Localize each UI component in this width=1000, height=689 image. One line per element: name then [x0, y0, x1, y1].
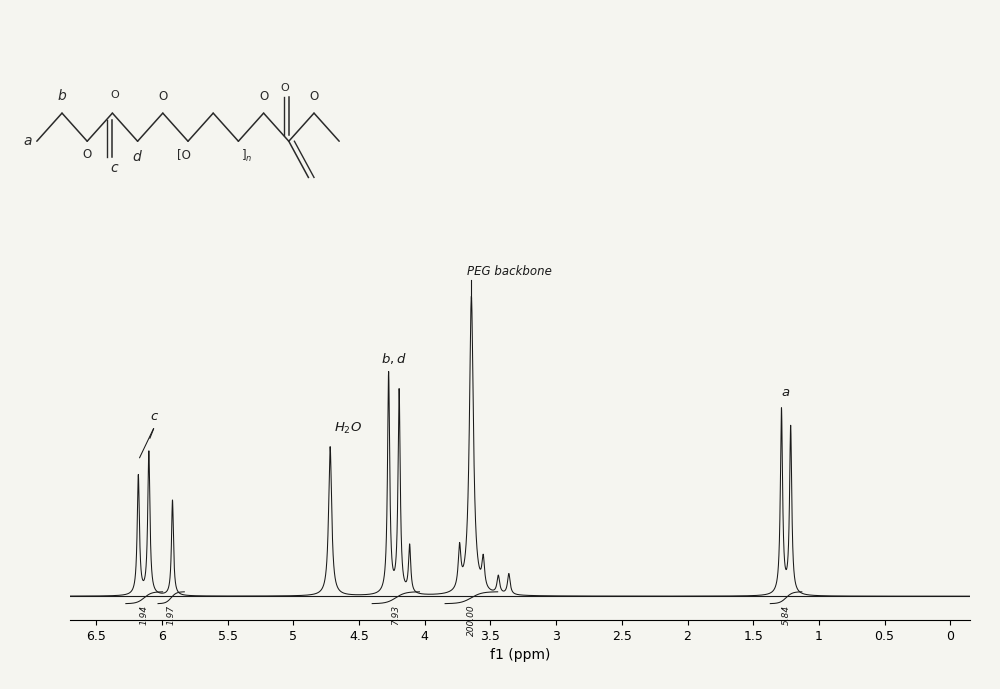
- Text: $c$: $c$: [150, 410, 159, 423]
- Text: 7.93: 7.93: [391, 604, 400, 625]
- Text: [O: [O: [177, 147, 190, 161]
- Text: $c$: $c$: [110, 161, 119, 175]
- Text: O: O: [280, 83, 289, 93]
- Text: $a$: $a$: [23, 134, 33, 148]
- Text: O: O: [158, 90, 167, 103]
- Text: $b$: $b$: [57, 88, 67, 103]
- Text: O: O: [83, 147, 92, 161]
- Text: 5.84: 5.84: [782, 604, 791, 625]
- Text: $b, d$: $b, d$: [381, 351, 407, 367]
- Text: PEG backbone: PEG backbone: [467, 265, 552, 278]
- Text: ]$_n$: ]$_n$: [241, 147, 253, 164]
- Text: $a$: $a$: [781, 386, 791, 399]
- Text: 1.97: 1.97: [167, 604, 176, 625]
- Text: O: O: [111, 90, 120, 101]
- Text: 1.94: 1.94: [140, 604, 149, 625]
- Text: O: O: [259, 90, 268, 103]
- Text: O: O: [309, 90, 319, 103]
- Text: $d$: $d$: [132, 150, 143, 164]
- Text: 200.00: 200.00: [467, 604, 476, 636]
- X-axis label: f1 (ppm): f1 (ppm): [490, 648, 550, 662]
- Text: $H_2O$: $H_2O$: [334, 422, 363, 437]
